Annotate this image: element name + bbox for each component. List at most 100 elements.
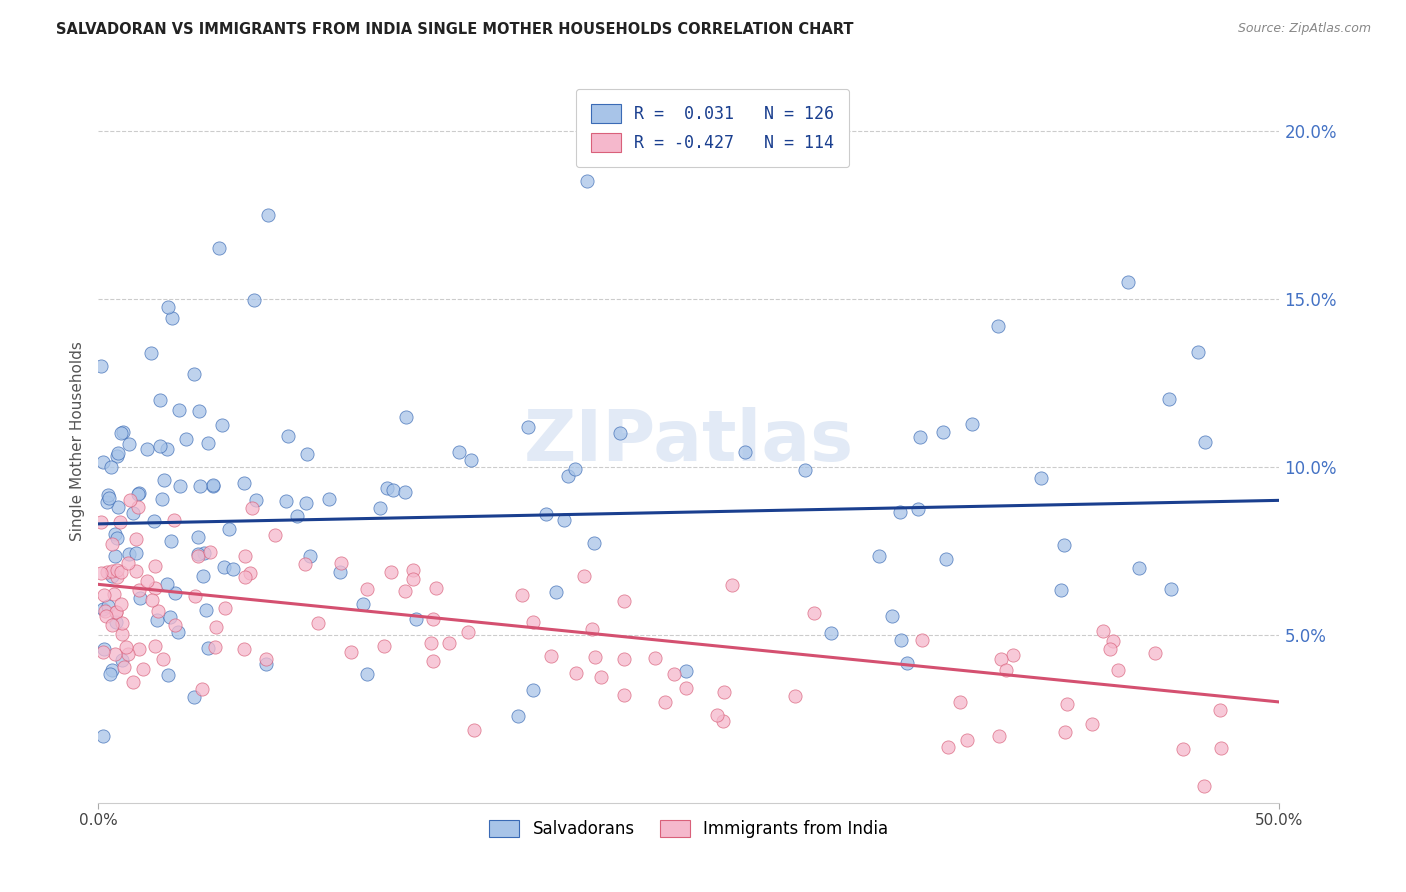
- Point: [239, 566, 262, 580]
- Point: [245, 493, 267, 508]
- Point: [111, 627, 134, 641]
- Point: [112, 660, 135, 674]
- Point: [214, 601, 236, 615]
- Point: [127, 500, 149, 515]
- Point: [516, 419, 538, 434]
- Point: [146, 614, 169, 628]
- Point: [145, 582, 167, 596]
- Point: [125, 532, 148, 546]
- Point: [1187, 345, 1209, 359]
- Point: [131, 662, 153, 676]
- Point: [987, 319, 1010, 334]
- Point: [91, 455, 114, 469]
- Point: [198, 544, 221, 558]
- Point: [644, 651, 666, 665]
- Point: [153, 473, 176, 487]
- Point: [1081, 717, 1104, 731]
- Point: [117, 648, 139, 662]
- Point: [794, 463, 817, 477]
- Point: [111, 616, 134, 631]
- Point: [907, 502, 929, 516]
- Point: [201, 478, 224, 492]
- Point: [150, 491, 173, 506]
- Point: [191, 682, 214, 697]
- Point: [297, 447, 319, 461]
- Point: [402, 572, 425, 586]
- Point: [373, 639, 395, 653]
- Point: [711, 714, 734, 729]
- Point: [1102, 634, 1125, 648]
- Point: [187, 547, 209, 561]
- Point: [110, 565, 132, 579]
- Point: [449, 444, 471, 458]
- Point: [581, 623, 603, 637]
- Point: [721, 578, 744, 592]
- Point: [277, 429, 299, 443]
- Point: [107, 500, 129, 514]
- Point: [1099, 641, 1122, 656]
- Point: [97, 599, 120, 614]
- Point: [211, 418, 233, 433]
- Point: [1159, 392, 1181, 406]
- Point: [93, 588, 115, 602]
- Point: [148, 604, 170, 618]
- Point: [1054, 725, 1077, 739]
- Point: [100, 537, 122, 551]
- Point: [94, 608, 117, 623]
- Point: [911, 633, 934, 648]
- Point: [94, 604, 117, 618]
- Point: [128, 582, 150, 597]
- Point: [204, 640, 226, 654]
- Point: [183, 367, 205, 381]
- Point: [90, 515, 112, 529]
- Point: [110, 425, 132, 440]
- Point: [675, 664, 697, 678]
- Point: [110, 598, 132, 612]
- Point: [101, 569, 124, 583]
- Point: [101, 618, 124, 632]
- Point: [402, 563, 425, 577]
- Text: SALVADORAN VS IMMIGRANTS FROM INDIA SINGLE MOTHER HOUSEHOLDS CORRELATION CHART: SALVADORAN VS IMMIGRANTS FROM INDIA SING…: [56, 22, 853, 37]
- Point: [188, 404, 211, 418]
- Point: [156, 668, 179, 682]
- Point: [654, 695, 676, 709]
- Point: [90, 566, 112, 580]
- Point: [1194, 779, 1216, 793]
- Point: [105, 615, 128, 629]
- Point: [212, 560, 235, 574]
- Point: [609, 426, 631, 441]
- Point: [157, 300, 180, 314]
- Point: [1091, 624, 1114, 639]
- Legend: Salvadorans, Immigrants from India: Salvadorans, Immigrants from India: [482, 814, 896, 845]
- Point: [540, 649, 562, 664]
- Point: [169, 479, 191, 493]
- Point: [575, 174, 598, 188]
- Point: [96, 495, 118, 509]
- Point: [205, 620, 228, 634]
- Point: [208, 241, 231, 255]
- Point: [506, 709, 529, 723]
- Point: [96, 566, 118, 580]
- Point: [232, 642, 254, 657]
- Point: [104, 549, 127, 563]
- Point: [394, 485, 416, 500]
- Point: [675, 681, 697, 696]
- Point: [1001, 648, 1024, 662]
- Point: [90, 359, 112, 373]
- Point: [546, 585, 568, 599]
- Point: [419, 636, 441, 650]
- Point: [990, 652, 1012, 666]
- Point: [908, 430, 931, 444]
- Point: [235, 569, 257, 583]
- Point: [118, 436, 141, 450]
- Point: [105, 563, 128, 577]
- Point: [422, 653, 444, 667]
- Point: [294, 496, 316, 510]
- Point: [105, 531, 128, 545]
- Point: [1049, 582, 1071, 597]
- Point: [534, 508, 557, 522]
- Point: [1029, 471, 1052, 485]
- Point: [128, 641, 150, 656]
- Point: [582, 536, 605, 550]
- Point: [889, 505, 911, 519]
